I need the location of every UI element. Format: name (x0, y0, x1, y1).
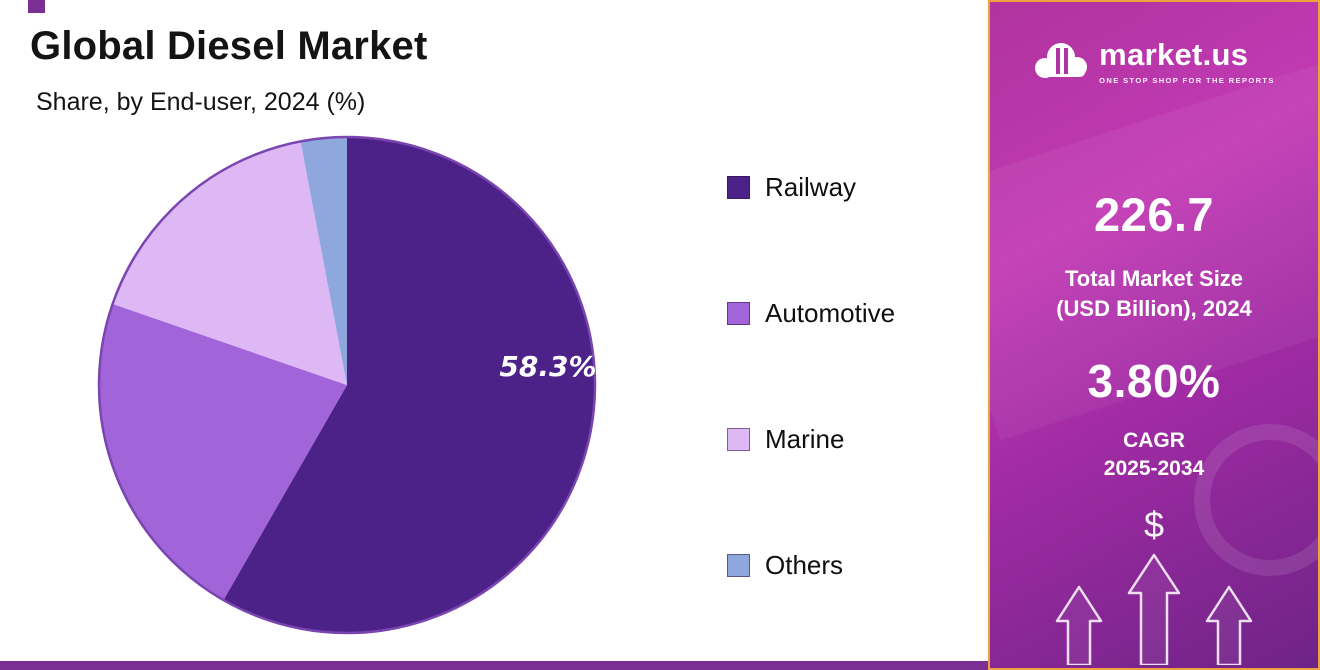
legend-swatch-marine (727, 428, 750, 451)
legend-item-railway: Railway (727, 172, 895, 203)
market-size-value: 226.7 (1093, 188, 1215, 241)
pie-slice-marine (112, 141, 347, 385)
cagr-value: 3.80% (1087, 355, 1221, 407)
market-us-logo-text: market.us (1099, 37, 1249, 72)
pie-slice-automotive (99, 303, 347, 601)
railway-share-label: 58.3% (499, 350, 597, 383)
bottom-accent-strip (0, 661, 1320, 670)
legend-label-marine: Marine (765, 424, 845, 454)
sidebar-panel: market.us ONE STOP SHOP FOR THE REPORTS … (988, 0, 1320, 670)
legend-label-others: Others (765, 550, 844, 580)
market-us-logo-textcol: market.us ONE STOP SHOP FOR THE REPORTS (1099, 37, 1275, 86)
legend-item-automotive: Automotive (727, 298, 895, 329)
market-us-logo-tagline: ONE STOP SHOP FOR THE REPORTS (1099, 76, 1275, 86)
market-us-logo-icon (1033, 38, 1089, 89)
cagr-label: CAGR 2025-2034 (990, 427, 1318, 484)
pie-slice-railway (223, 137, 596, 633)
market-size-label-line1: Total Market Size (1064, 266, 1244, 291)
market-us-logo: market.us ONE STOP SHOP FOR THE REPORTS (990, 37, 1318, 89)
cagr-label-line2: 2025-2034 (1103, 457, 1205, 481)
pie-slice-others (300, 137, 347, 385)
legend-swatch-railway (727, 176, 750, 199)
legend-swatch-others (727, 554, 750, 577)
page-subtitle: Share, by End-user, 2024 (%) (36, 88, 366, 116)
top-left-accent (28, 0, 45, 13)
dollar-sign-icon: $ (1143, 504, 1165, 545)
growth-arrows-icon (1034, 547, 1274, 668)
legend-item-others: Others (727, 550, 895, 581)
market-size-label-line2: (USD Billion), 2024 (1056, 296, 1252, 322)
page-title: Global Diesel Market (30, 24, 428, 68)
legend-label-railway: Railway (765, 172, 857, 202)
pie-chart: 58.3% (92, 130, 602, 640)
cagr-label-line1: CAGR (1123, 429, 1185, 452)
pie-outline (97, 135, 597, 635)
legend-swatch-automotive (727, 302, 750, 325)
market-size-label: Total Market Size (USD Billion), 2024 (990, 264, 1318, 325)
legend-item-marine: Marine (727, 424, 895, 455)
pie-chart-svg (97, 135, 597, 635)
legend-label-automotive: Automotive (765, 298, 896, 328)
legend: Railway Automotive Marine Others (727, 172, 895, 581)
